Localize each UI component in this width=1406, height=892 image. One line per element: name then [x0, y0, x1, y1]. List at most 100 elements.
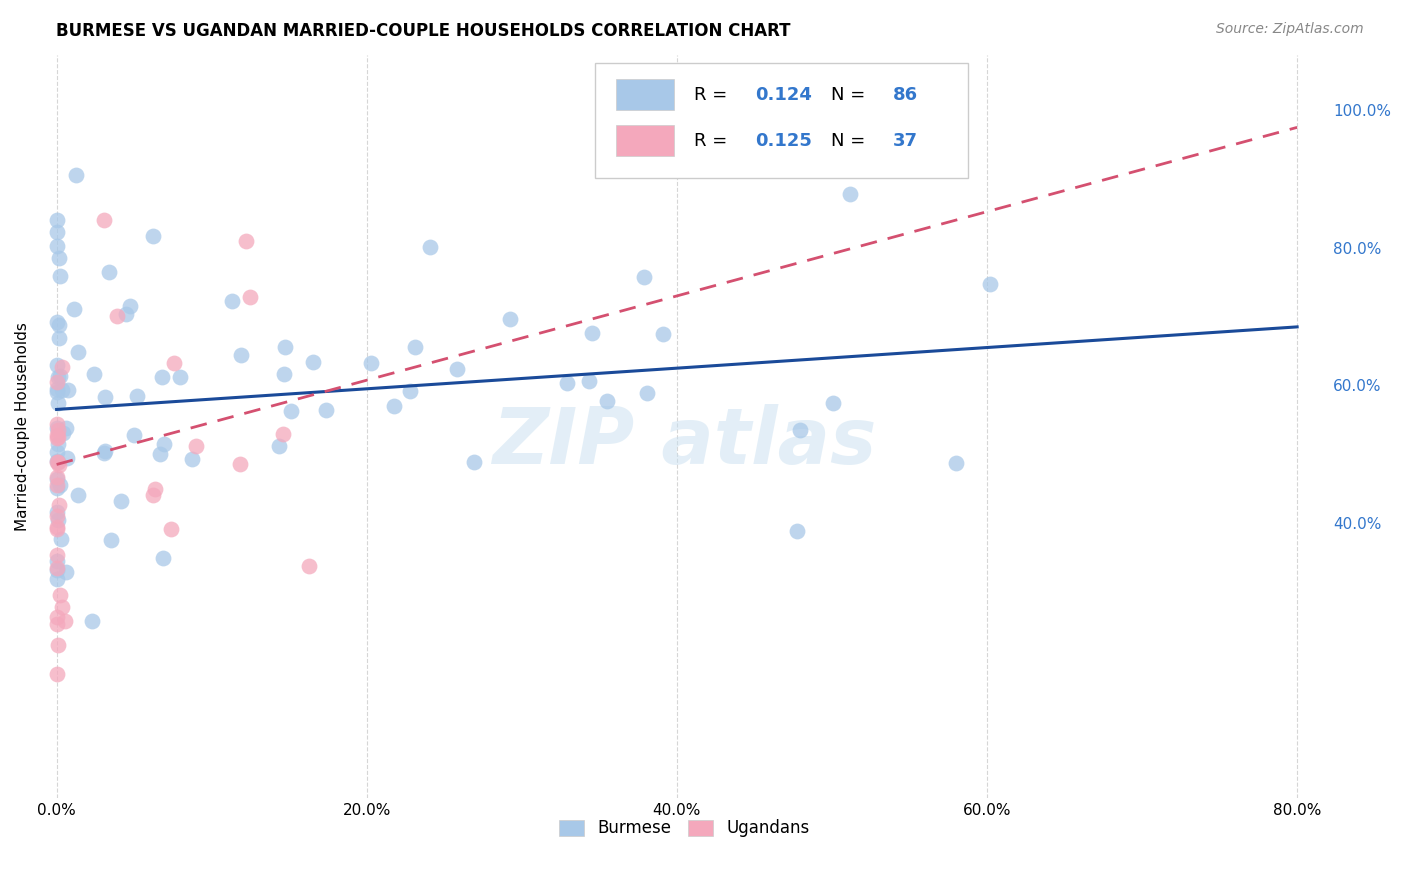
Point	[45, 482, 67, 496]
Point	[221, 293, 243, 308]
Point	[45, 431, 67, 445]
Point	[46, 667, 69, 681]
Point	[636, 386, 658, 401]
Point	[98, 265, 121, 279]
Point	[46, 430, 69, 444]
Point	[125, 388, 148, 402]
Point	[404, 340, 426, 354]
Point	[45, 505, 67, 519]
Point	[46, 437, 69, 451]
Point	[45, 554, 67, 568]
Point	[838, 187, 860, 202]
Point	[49, 588, 72, 602]
Point	[45, 520, 67, 534]
Point	[45, 239, 67, 253]
Point	[181, 451, 204, 466]
Point	[46, 396, 69, 410]
FancyBboxPatch shape	[595, 62, 967, 178]
Point	[169, 370, 191, 384]
Point	[46, 423, 69, 437]
Point	[83, 367, 105, 381]
Point	[80, 615, 103, 629]
Point	[48, 498, 70, 512]
Point	[67, 344, 90, 359]
Point	[163, 356, 186, 370]
Point	[463, 454, 485, 468]
Point	[46, 455, 69, 469]
Point	[382, 399, 405, 413]
Text: Source: ZipAtlas.com: Source: ZipAtlas.com	[1216, 22, 1364, 37]
Point	[498, 312, 520, 326]
Point	[45, 548, 67, 562]
Point	[786, 524, 808, 538]
Point	[45, 472, 67, 486]
Text: ZIP atlas: ZIP atlas	[492, 403, 877, 480]
Point	[419, 240, 441, 254]
Text: R =: R =	[693, 86, 733, 103]
Text: 37: 37	[893, 132, 918, 150]
Point	[48, 251, 70, 265]
Point	[48, 638, 70, 652]
Point	[49, 368, 72, 383]
Point	[239, 290, 262, 304]
Point	[235, 234, 257, 248]
Point	[51, 359, 73, 374]
Point	[48, 478, 70, 492]
Point	[823, 396, 845, 410]
Point	[45, 563, 67, 577]
Point	[45, 375, 67, 389]
Point	[267, 440, 290, 454]
Point	[53, 615, 76, 629]
Legend: Burmese, Ugandans: Burmese, Ugandans	[551, 811, 818, 846]
Point	[46, 453, 69, 467]
Point	[48, 458, 70, 473]
Point	[62, 301, 84, 316]
Point	[142, 229, 165, 244]
Point	[56, 450, 79, 465]
Text: 86: 86	[893, 86, 918, 103]
Point	[142, 488, 165, 502]
Point	[115, 308, 138, 322]
Point	[315, 403, 337, 417]
Point	[94, 444, 117, 458]
Point	[46, 421, 69, 435]
Point	[46, 444, 69, 458]
Text: N =: N =	[831, 86, 872, 103]
Point	[45, 617, 67, 632]
Point	[110, 494, 132, 508]
Point	[55, 421, 77, 435]
Point	[46, 572, 69, 586]
Point	[298, 559, 321, 574]
Point	[51, 599, 73, 614]
Point	[446, 362, 468, 376]
Text: BURMESE VS UGANDAN MARRIED-COUPLE HOUSEHOLDS CORRELATION CHART: BURMESE VS UGANDAN MARRIED-COUPLE HOUSEH…	[56, 22, 790, 40]
Point	[46, 470, 69, 484]
Point	[360, 356, 382, 370]
Text: R =: R =	[693, 132, 733, 150]
Point	[652, 326, 675, 341]
Point	[45, 427, 67, 442]
Point	[152, 551, 174, 566]
Point	[100, 533, 122, 547]
Point	[229, 348, 252, 362]
FancyBboxPatch shape	[616, 78, 675, 110]
Point	[596, 394, 619, 409]
Point	[93, 212, 115, 227]
Point	[143, 483, 166, 497]
Point	[45, 359, 67, 373]
Y-axis label: Married-couple Households: Married-couple Households	[15, 322, 30, 531]
Point	[273, 427, 295, 442]
Point	[46, 512, 69, 526]
Point	[122, 428, 145, 442]
Point	[48, 370, 70, 384]
Point	[45, 522, 67, 536]
Point	[45, 417, 67, 431]
Point	[48, 330, 70, 344]
Point	[153, 437, 176, 451]
Point	[66, 488, 89, 502]
Point	[55, 565, 77, 579]
Point	[46, 455, 69, 469]
Point	[45, 382, 67, 396]
Point	[273, 368, 295, 382]
Point	[46, 478, 69, 492]
